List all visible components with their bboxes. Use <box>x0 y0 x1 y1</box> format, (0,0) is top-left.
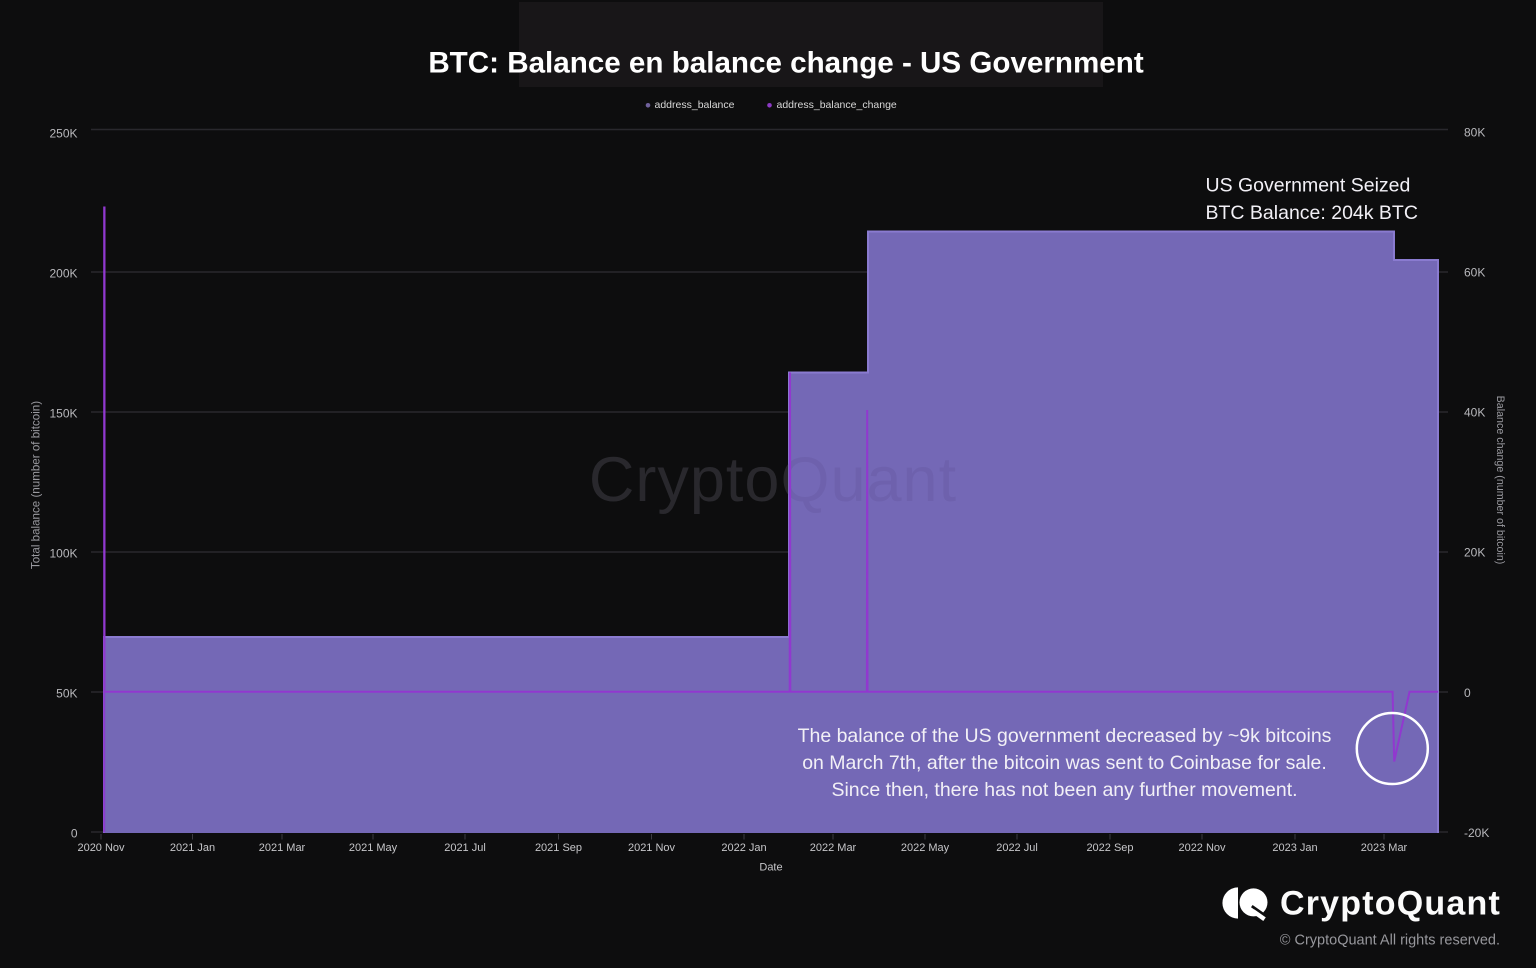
svg-text:CryptoQuant: CryptoQuant <box>1280 885 1501 923</box>
svg-text:20K: 20K <box>1464 546 1485 560</box>
svg-text:2021 Mar: 2021 Mar <box>259 842 306 854</box>
svg-text:2023 Jan: 2023 Jan <box>1272 842 1317 854</box>
svg-text:BTC: Balance en balance change: BTC: Balance en balance change - US Gove… <box>428 47 1144 80</box>
svg-text:US Government Seized: US Government Seized <box>1206 175 1411 197</box>
svg-text:100K: 100K <box>49 547 77 561</box>
svg-text:-20K: -20K <box>1464 826 1489 840</box>
svg-text:Balance change (number of bitc: Balance change (number of bitcoin) <box>1494 396 1506 565</box>
svg-text:2021 Nov: 2021 Nov <box>628 842 676 854</box>
svg-text:2021 Sep: 2021 Sep <box>535 842 582 854</box>
svg-text:2022 Sep: 2022 Sep <box>1086 842 1133 854</box>
svg-text:60K: 60K <box>1464 266 1485 280</box>
svg-text:BTC Balance: 204k BTC: BTC Balance: 204k BTC <box>1206 202 1418 224</box>
svg-text:2022 Mar: 2022 Mar <box>810 842 857 854</box>
svg-text:2021 Jul: 2021 Jul <box>444 842 486 854</box>
svg-text:50K: 50K <box>56 687 77 701</box>
svg-text:2020 Nov: 2020 Nov <box>77 842 125 854</box>
svg-text:© CryptoQuant All rights reser: © CryptoQuant All rights reserved. <box>1280 933 1500 949</box>
svg-text:2021 May: 2021 May <box>349 842 398 854</box>
svg-text:150K: 150K <box>49 407 77 421</box>
svg-text:The balance of the US governme: The balance of the US government decreas… <box>798 725 1332 747</box>
svg-text:Date: Date <box>759 862 782 874</box>
svg-text:2022 May: 2022 May <box>901 842 950 854</box>
svg-text:200K: 200K <box>49 267 77 281</box>
svg-text:Since then, there has not been: Since then, there has not been any furth… <box>831 779 1297 801</box>
svg-text:2023 Mar: 2023 Mar <box>1361 842 1408 854</box>
svg-text:0: 0 <box>71 827 78 841</box>
svg-text:0: 0 <box>1464 686 1471 700</box>
svg-text:address_balance_change: address_balance_change <box>777 99 897 111</box>
svg-text:40K: 40K <box>1464 406 1485 420</box>
svg-text:CryptoQuant: CryptoQuant <box>589 445 957 515</box>
svg-text:2022 Jul: 2022 Jul <box>996 842 1038 854</box>
svg-text:on March 7th, after the bitcoi: on March 7th, after the bitcoin was sent… <box>802 752 1327 774</box>
svg-text:2022 Jan: 2022 Jan <box>721 842 766 854</box>
svg-text:80K: 80K <box>1464 126 1485 140</box>
svg-text:2022 Nov: 2022 Nov <box>1178 842 1226 854</box>
svg-text:250K: 250K <box>49 127 77 141</box>
svg-text:Total balance (number of bitco: Total balance (number of bitcoin) <box>30 401 43 569</box>
svg-text:address_balance: address_balance <box>655 99 735 111</box>
svg-text:2021 Jan: 2021 Jan <box>170 842 215 854</box>
